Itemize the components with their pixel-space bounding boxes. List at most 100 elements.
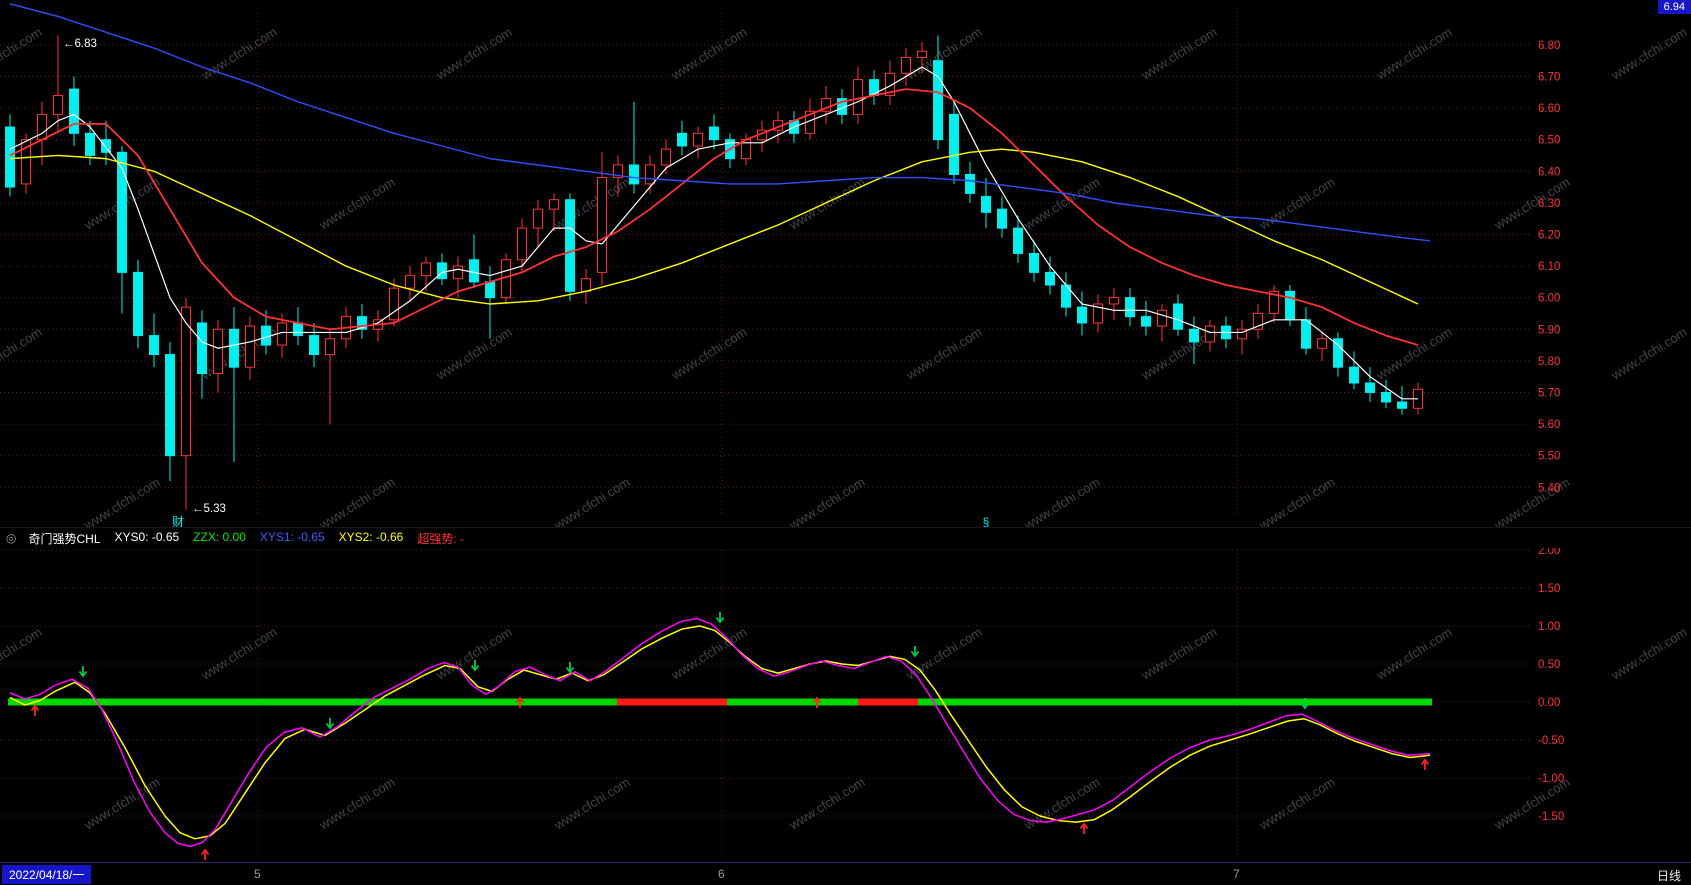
xys0-value: XYS0: -0.65 bbox=[114, 529, 180, 544]
watermark-text: www.cfchi.com bbox=[1021, 774, 1103, 833]
candle-body bbox=[965, 173, 975, 194]
indicator-toggle-icon[interactable]: ◎ bbox=[6, 531, 17, 545]
buy-signal-arrow-icon bbox=[812, 696, 822, 708]
event-marker: § bbox=[983, 515, 990, 529]
candle-body bbox=[69, 88, 79, 134]
buy-signal-arrow-icon bbox=[1079, 822, 1089, 834]
candle-body bbox=[597, 177, 607, 273]
candle-body bbox=[117, 151, 127, 273]
candle-body bbox=[885, 72, 895, 96]
candle-body bbox=[1077, 306, 1087, 324]
price-annotation: ←6.83 bbox=[63, 38, 97, 50]
candle-body bbox=[981, 196, 991, 213]
scale-top-price-badge: 6.94 bbox=[1657, 0, 1691, 14]
xys1-value: XYS1: -0.65 bbox=[259, 529, 325, 544]
candle-body bbox=[453, 265, 463, 280]
watermark-text: www.cfchi.com bbox=[1256, 474, 1338, 533]
month-tick-label: 7 bbox=[1233, 867, 1240, 881]
zzx-red-segment bbox=[617, 698, 727, 706]
candle-body bbox=[645, 164, 655, 185]
candle-body bbox=[1397, 401, 1407, 409]
xys2-value: XYS2: -0.66 bbox=[338, 529, 404, 544]
price-axis-label: 6.20 bbox=[1538, 229, 1560, 241]
super-strong-value: 超强势: - bbox=[417, 531, 465, 546]
watermark-text: www.cfchi.com bbox=[1608, 624, 1690, 683]
watermark-text: www.cfchi.com bbox=[903, 324, 985, 383]
watermark-text: www.cfchi.com bbox=[668, 24, 750, 83]
watermark-text: www.cfchi.com bbox=[1373, 624, 1455, 683]
price-axis-label: 6.70 bbox=[1538, 71, 1560, 83]
candle-body bbox=[901, 57, 911, 74]
sell-signal-arrow-icon bbox=[715, 612, 725, 624]
watermark-text: www.cfchi.com bbox=[668, 624, 750, 683]
candle-body bbox=[485, 281, 495, 299]
candle-body bbox=[1365, 382, 1375, 393]
candle-body bbox=[581, 278, 591, 292]
candle-body bbox=[709, 126, 719, 141]
watermark-text: www.cfchi.com bbox=[1138, 624, 1220, 683]
candle-body bbox=[1381, 391, 1391, 403]
indicator-axis-label: 1.00 bbox=[1538, 621, 1560, 633]
candle-body bbox=[309, 335, 319, 356]
watermark-text: www.cfchi.com bbox=[81, 474, 163, 533]
current-date-label: 2022/04/18/一 bbox=[2, 865, 92, 884]
candle-body bbox=[549, 199, 559, 210]
zzx-value: ZZX: 0.00 bbox=[193, 529, 246, 544]
candle-body bbox=[1205, 325, 1215, 343]
indicator-axis-label: -1.50 bbox=[1538, 811, 1564, 823]
candle-body bbox=[821, 98, 831, 112]
watermark-text: www.cfchi.com bbox=[316, 774, 398, 833]
zzx-red-segment bbox=[858, 698, 918, 706]
candle-body bbox=[949, 113, 959, 175]
buy-signal-arrow-icon bbox=[30, 704, 40, 716]
candle-body bbox=[1301, 319, 1311, 349]
candle-body bbox=[869, 79, 879, 96]
candle-body bbox=[1029, 252, 1039, 273]
candle-body bbox=[1157, 309, 1167, 327]
price-annotation: ←5.33 bbox=[192, 503, 226, 515]
sell-signal-arrow-icon bbox=[1300, 698, 1310, 710]
watermark-text: www.cfchi.com bbox=[0, 624, 44, 683]
buy-signal-arrow-icon bbox=[1420, 758, 1430, 770]
watermark-text: www.cfchi.com bbox=[0, 324, 44, 383]
indicator-line-xys1 bbox=[9, 617, 1431, 848]
indicator-header[interactable]: ◎ 奇门强势CHL XYS0: -0.65 ZZX: 0.00 XYS1: -0.65… bbox=[0, 527, 1691, 548]
price-axis-label: 5.90 bbox=[1538, 324, 1560, 336]
watermark-text: www.cfchi.com bbox=[786, 774, 868, 833]
status-bar: 2022/04/18/一 5 6 7 日线 bbox=[0, 862, 1691, 885]
indicator-axis-label: 0.50 bbox=[1538, 659, 1560, 671]
sell-signal-arrow-icon bbox=[325, 718, 335, 730]
candle-body bbox=[133, 271, 143, 337]
watermark-text: www.cfchi.com bbox=[1608, 324, 1690, 383]
price-axis-label: 6.40 bbox=[1538, 166, 1560, 178]
candle-body bbox=[1269, 290, 1279, 314]
watermark-text: www.cfchi.com bbox=[81, 774, 163, 833]
period-label[interactable]: 日线 bbox=[1656, 869, 1681, 883]
watermark-text: www.cfchi.com bbox=[786, 474, 868, 533]
ma-line-yellow bbox=[9, 148, 1419, 305]
sell-signal-arrow-icon bbox=[78, 666, 88, 678]
price-axis-label: 6.50 bbox=[1538, 135, 1560, 147]
candle-body bbox=[1109, 297, 1119, 305]
candle-body bbox=[421, 262, 431, 277]
ma-line-red bbox=[9, 88, 1419, 346]
candle-body bbox=[661, 148, 671, 166]
candle-body bbox=[629, 164, 639, 185]
candle-body bbox=[1093, 303, 1103, 324]
watermark-text: www.cfchi.com bbox=[433, 624, 515, 683]
candle-body bbox=[5, 126, 15, 188]
sell-signal-arrow-icon bbox=[910, 646, 920, 658]
indicator-name: 奇门强势CHL bbox=[28, 531, 101, 546]
watermark-text: www.cfchi.com bbox=[198, 24, 280, 83]
candle-body bbox=[1125, 297, 1135, 318]
candle-body bbox=[101, 139, 111, 153]
candle-body bbox=[21, 139, 31, 185]
watermark-text: www.cfchi.com bbox=[316, 474, 398, 533]
candle-body bbox=[677, 132, 687, 147]
price-axis-label: 6.80 bbox=[1538, 40, 1560, 52]
candle-body bbox=[1285, 290, 1295, 321]
indicator-axis-label: 1.50 bbox=[1538, 583, 1560, 595]
indicator-axis-label: 2.00 bbox=[1538, 545, 1560, 557]
candle-body bbox=[405, 275, 415, 289]
